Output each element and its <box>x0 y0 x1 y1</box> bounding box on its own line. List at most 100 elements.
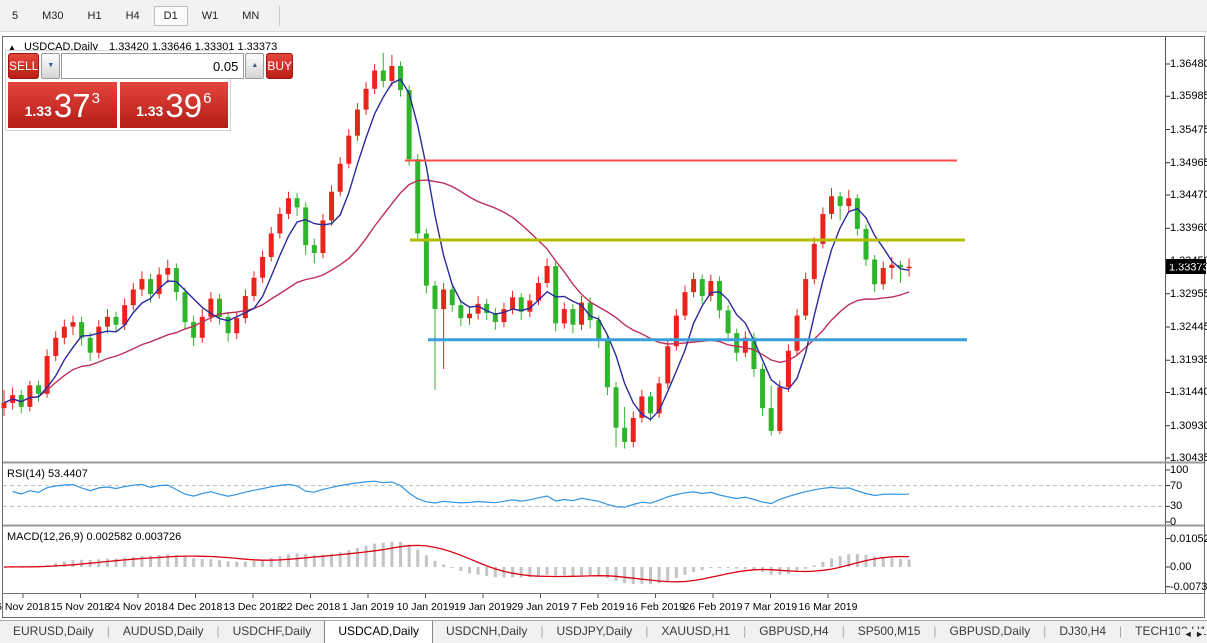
candle-body <box>113 316 119 325</box>
volume-input[interactable] <box>61 53 245 79</box>
ma-fast-line <box>3 78 910 421</box>
candle-body <box>406 90 412 160</box>
price-axis-label: 1.35475 <box>1170 123 1207 136</box>
candle-body <box>122 305 128 325</box>
chart-tab-dj30-h4[interactable]: DJ30,H4 <box>1059 624 1107 638</box>
chart-tab-sp500-m15[interactable]: SP500,M15 <box>857 624 921 638</box>
collapse-indicator-icon[interactable]: ▲ <box>8 43 16 52</box>
sell-price-display[interactable]: 1.33 37 3 <box>8 82 117 128</box>
macd-bar <box>502 567 506 578</box>
macd-bar <box>407 544 411 567</box>
macd-bar <box>536 567 540 577</box>
macd-bar <box>200 559 204 567</box>
candle-body <box>785 350 791 388</box>
sell-button[interactable]: SELL <box>8 53 40 79</box>
ma-slow-line <box>3 179 910 404</box>
candle-body <box>622 427 628 443</box>
date-axis-label: 22 Dec 2018 <box>280 601 341 613</box>
macd-bar <box>890 558 894 567</box>
chart-tab-usdcnh-daily[interactable]: USDCNH,Daily <box>446 624 528 638</box>
macd-axis-label: 0.010525 <box>1170 532 1207 545</box>
macd-bar <box>873 556 877 567</box>
candle-body <box>139 279 145 290</box>
macd-bar <box>493 567 497 578</box>
macd-bar <box>812 565 816 567</box>
macd-bar <box>123 557 127 567</box>
chart-tab-usdjpy-daily[interactable]: USDJPY,Daily <box>556 624 633 638</box>
timeframe-button-h1[interactable]: H1 <box>87 9 102 22</box>
timeframe-button-d1[interactable]: D1 <box>153 5 188 26</box>
rsi-label: RSI(14) 53.4407 <box>7 468 88 480</box>
macd-bar <box>692 567 696 572</box>
candle-body <box>630 417 636 443</box>
macd-bar <box>226 561 230 567</box>
candle-body <box>656 383 662 414</box>
chart-tab-gbpusd-h4[interactable]: GBPUSD,H4 <box>759 624 829 638</box>
chart-tab-xauusd-h1[interactable]: XAUUSD,H1 <box>661 624 731 638</box>
candle-body <box>458 305 464 319</box>
chart-tab-usdchf-daily[interactable]: USDCHF,Daily <box>232 624 312 638</box>
candle-body <box>268 233 274 257</box>
tab-scroll-right-icon[interactable]: ► <box>1195 629 1204 639</box>
buy-price-display[interactable]: 1.33 39 6 <box>119 82 228 128</box>
candle-body <box>475 303 481 314</box>
timeframe-button-m30[interactable]: M30 <box>42 9 64 22</box>
candle-body <box>518 297 524 312</box>
price-axis-label: 1.33960 <box>1170 222 1207 235</box>
price-axis-label: 1.31935 <box>1170 354 1207 367</box>
candle-body <box>27 385 33 407</box>
candle-body <box>466 313 472 319</box>
tab-separator: | <box>106 624 110 638</box>
buy-price-pip: 6 <box>203 89 212 107</box>
macd-bar <box>717 567 721 568</box>
volume-decrease-button[interactable]: ▼ <box>41 53 61 79</box>
sell-price-pip: 3 <box>91 89 100 107</box>
macd-bar <box>683 567 687 575</box>
candle-body <box>1 402 7 409</box>
candle-body <box>320 220 326 254</box>
macd-bar <box>709 567 713 569</box>
macd-bar <box>312 554 316 567</box>
macd-bar <box>554 567 558 576</box>
macd-bar <box>442 564 446 567</box>
chart-tab-gbpusd-daily[interactable]: GBPUSD,Daily <box>949 624 1031 638</box>
chart-tab-bar: EURUSD,Daily | AUDUSD,Daily | USDCHF,Daily US… <box>0 620 1207 643</box>
macd-bar <box>605 567 609 578</box>
date-axis-label: 19 Jan 2019 <box>454 601 512 613</box>
candle-body <box>665 346 671 384</box>
candle-body <box>303 207 309 246</box>
date-axis-label: 26 Feb 2019 <box>683 601 743 613</box>
volume-increase-button[interactable]: ▲ <box>245 53 265 79</box>
macd-bar <box>373 543 377 567</box>
timeframe-button-w1[interactable]: W1 <box>201 9 219 22</box>
tab-separator: | <box>743 624 747 638</box>
candle-body <box>725 310 731 334</box>
timeframe-button-5[interactable]: 5 <box>12 9 19 22</box>
tab-separator: | <box>1043 624 1047 638</box>
candle-body <box>398 65 404 91</box>
tab-separator: | <box>540 624 544 638</box>
timeframe-button-mn[interactable]: MN <box>242 9 260 22</box>
chart-tab-audusd-daily[interactable]: AUDUSD,Daily <box>122 624 204 638</box>
tab-scroll-left-icon[interactable]: ◄ <box>1183 629 1193 639</box>
macd-bar <box>347 550 351 567</box>
date-axis-label: 10 Jan 2019 <box>396 601 455 613</box>
buy-button[interactable]: BUY <box>266 53 294 79</box>
chart-tab-usdcad-daily[interactable]: USDCAD,Daily <box>324 621 433 643</box>
candle-body <box>35 385 41 394</box>
macd-bar <box>450 567 454 568</box>
date-axis-label: 13 Dec 2018 <box>223 601 283 613</box>
chevron-down-icon: ▼ <box>47 62 55 69</box>
macd-bar <box>235 561 239 567</box>
candle-body <box>501 309 507 323</box>
price-axis-label: 1.30435 <box>1170 452 1207 464</box>
timeframe-button-h4[interactable]: H4 <box>125 9 140 22</box>
macd-bar <box>588 567 592 576</box>
candle-body <box>535 282 541 301</box>
macd-bar <box>433 560 437 567</box>
macd-bar <box>62 561 66 567</box>
macd-bar <box>295 553 299 567</box>
chart-tab-eurusd-daily[interactable]: EURUSD,Daily <box>13 624 94 638</box>
candle-body <box>372 70 378 89</box>
